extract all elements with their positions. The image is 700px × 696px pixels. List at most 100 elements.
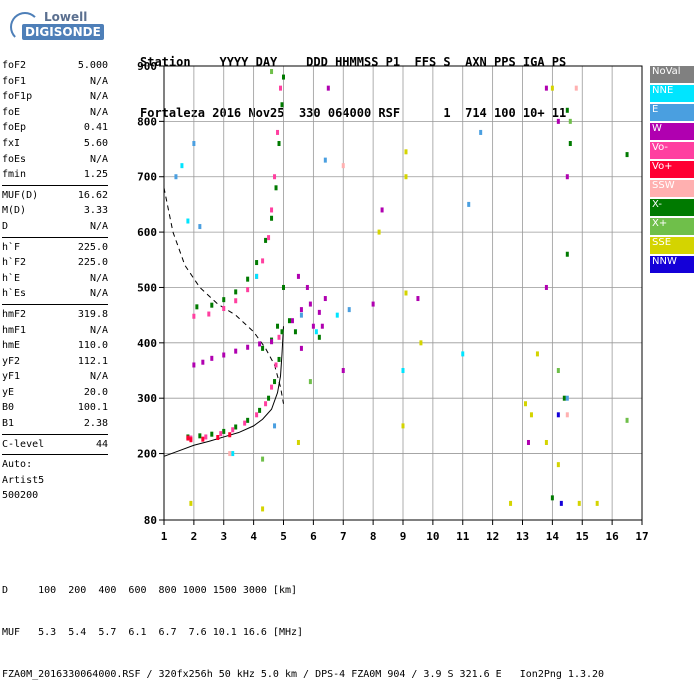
param-value: N/A [89, 153, 108, 165]
echo-point [274, 362, 278, 368]
param-row: B1 2.38 [2, 416, 108, 432]
header-values: Fortaleza 2016 Nov25 330 064000 RSF 1 71… [140, 106, 567, 120]
x-tick-label: 16 [606, 530, 620, 543]
param-label: foF2 [2, 60, 27, 71]
param-separator [2, 184, 108, 186]
echo-point [186, 435, 190, 441]
param-label: h`E [2, 272, 21, 284]
param-value: N/A [89, 91, 108, 103]
param-value: 2.38 [83, 418, 108, 430]
param-label: hmE [2, 340, 21, 352]
param-label: B0 [2, 402, 15, 414]
echo-point [219, 431, 223, 437]
echo-point [282, 74, 285, 80]
logo-line2: DIGISONDE [22, 24, 104, 40]
echo-point [231, 427, 235, 433]
param-row: h`E N/A [2, 271, 108, 287]
echo-point [529, 412, 533, 418]
echo-point [317, 309, 321, 315]
echo-point [261, 506, 265, 512]
echo-point [311, 323, 315, 329]
echo-point [317, 334, 321, 340]
param-label: h`F2 [2, 257, 27, 269]
echo-point [574, 85, 578, 91]
param-row: D N/A [2, 219, 108, 235]
param-row: yF2 112.1 [2, 354, 108, 370]
param-value: N/A [89, 371, 108, 383]
echo-point [234, 289, 238, 295]
x-tick-label: 17 [635, 530, 648, 543]
echo-point [261, 345, 265, 351]
param-value: N/A [89, 272, 108, 284]
echo-point [625, 152, 629, 158]
echo-point [299, 345, 303, 351]
param-label: MUF(D) [2, 189, 39, 201]
param-value: 100.1 [77, 402, 108, 414]
x-tick-label: 5 [280, 530, 287, 543]
param-label: yF2 [2, 355, 21, 367]
echo-point [189, 437, 193, 443]
echo-point [299, 307, 303, 313]
echo-point [299, 312, 303, 318]
param-row: B0 100.1 [2, 400, 108, 416]
echo-point [228, 432, 232, 438]
echo-point [246, 417, 250, 423]
param-separator [2, 236, 108, 238]
param-label: M(D) [2, 205, 27, 217]
echo-point [192, 313, 196, 319]
echo-point [401, 368, 405, 374]
legend-item: NNW [650, 256, 694, 273]
echo-point [274, 185, 278, 191]
echo-point [264, 237, 268, 243]
echo-point [341, 368, 345, 374]
echo-point [216, 435, 220, 441]
param-label: C-level [2, 438, 45, 450]
echo-point [258, 407, 262, 413]
echo-point [568, 118, 572, 124]
autoscaling-line: Auto: [2, 459, 33, 471]
param-row: M(D) 3.33 [2, 203, 108, 219]
param-row: hmF1 N/A [2, 323, 108, 339]
echo-point [261, 258, 265, 264]
footer: D 100 200 400 600 800 1000 1500 3000 [km… [2, 556, 604, 696]
y-tick-label: 300 [137, 392, 157, 405]
echo-point [180, 163, 184, 169]
echo-point [404, 149, 408, 155]
echo-point [371, 301, 375, 307]
param-value: 319.8 [77, 308, 108, 320]
param-row: hmF2 319.8 [2, 307, 108, 323]
echo-point [273, 174, 277, 180]
param-label: foE [2, 106, 21, 118]
legend-item: NNE [650, 85, 694, 102]
echo-point [565, 174, 569, 180]
x-tick-label: 13 [516, 530, 529, 543]
echo-point [625, 417, 629, 423]
legend-item: W [650, 123, 694, 140]
echo-point [270, 69, 274, 75]
echo-point [416, 296, 420, 302]
echo-point [562, 395, 566, 401]
echo-point [174, 174, 178, 180]
echo-point [380, 207, 384, 213]
y-tick-label: 600 [137, 226, 157, 239]
x-tick-label: 3 [220, 530, 227, 543]
param-value: 44 [95, 438, 108, 450]
param-value: 0.41 [83, 122, 108, 134]
echo-point [198, 224, 202, 230]
echo-point [577, 500, 581, 506]
param-row: C-level 44 [2, 437, 108, 453]
legend-item: E [650, 104, 694, 121]
echo-point [544, 85, 548, 91]
echo-point [467, 201, 471, 207]
logo-line1: Lowell [44, 10, 88, 24]
param-label: h`F [2, 241, 21, 253]
param-label: fmin [2, 169, 27, 181]
param-row: fmin 1.25 [2, 167, 108, 183]
solid-profile-curve [163, 326, 284, 457]
legend-item: SSE [650, 237, 694, 254]
echo-point [267, 235, 271, 241]
y-tick-label: 80 [144, 514, 157, 527]
param-separator [2, 303, 108, 305]
param-row: yE 20.0 [2, 385, 108, 401]
param-value: 112.1 [77, 355, 108, 367]
